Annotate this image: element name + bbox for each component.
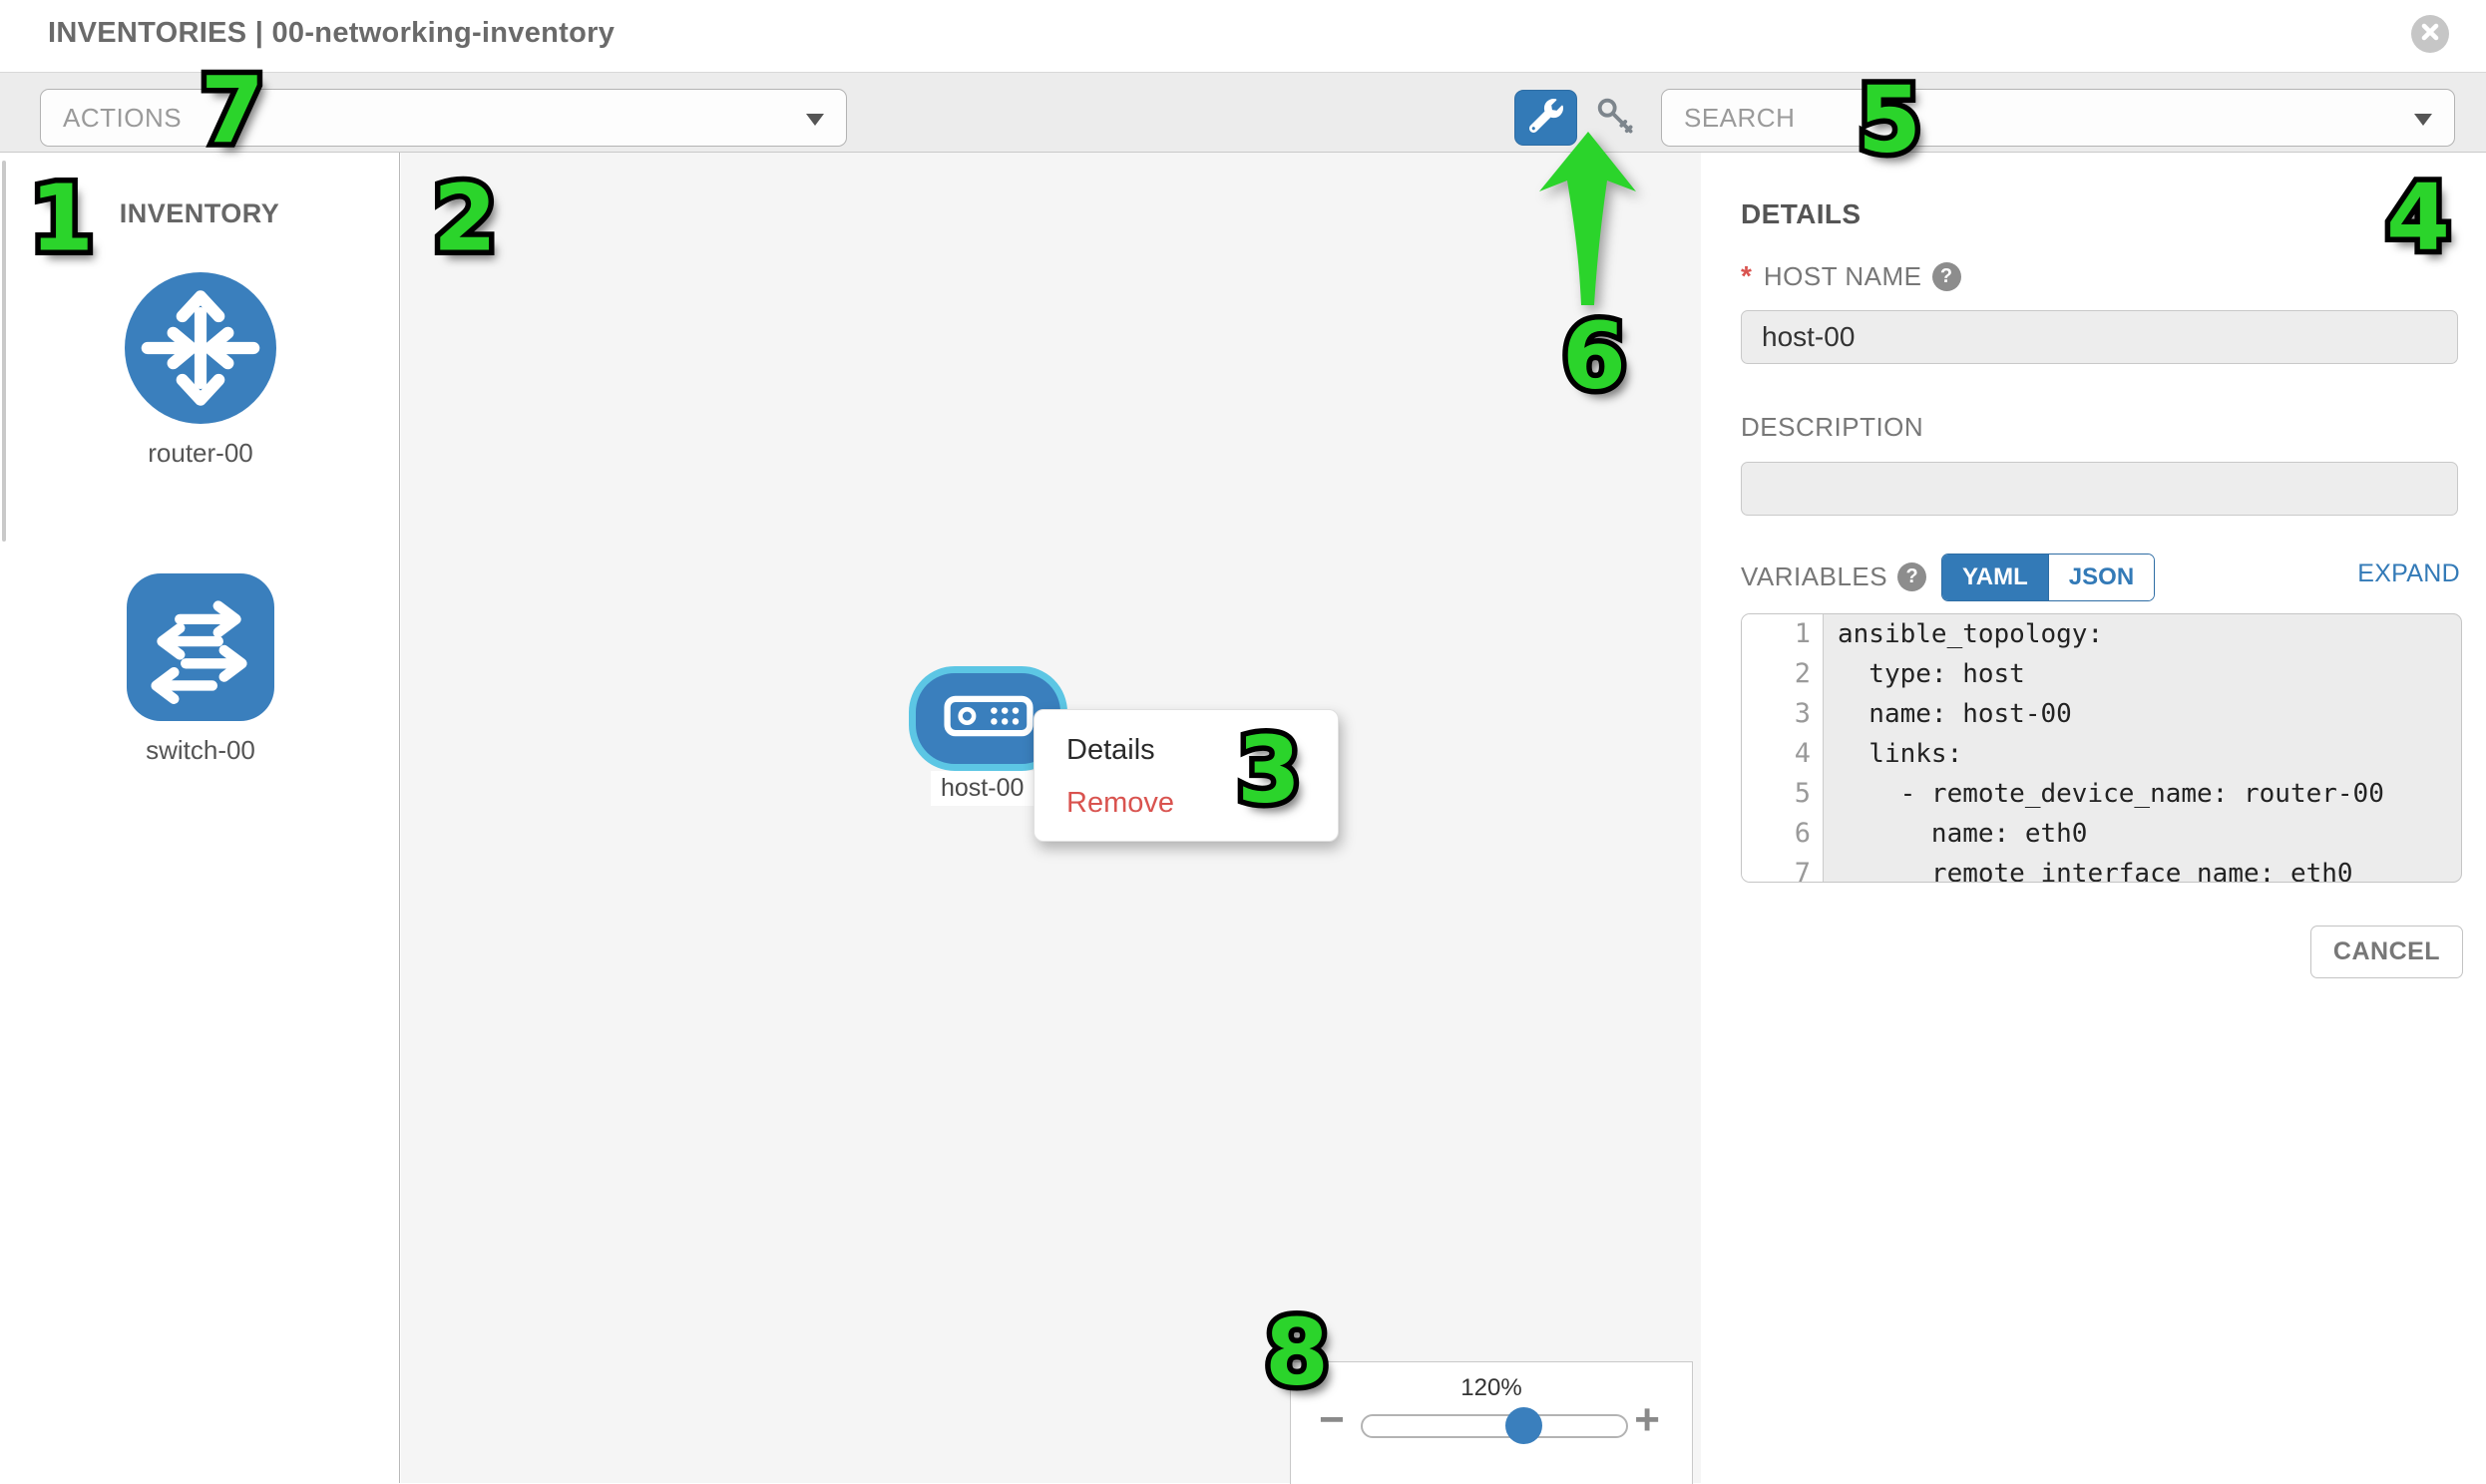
help-icon[interactable]: [1897, 562, 1927, 591]
actions-dropdown[interactable]: ACTIONS: [40, 89, 847, 147]
sidebar-item-label: switch-00: [146, 735, 255, 765]
line-number: 7: [1742, 854, 1824, 882]
code-line-text: links:: [1838, 739, 1963, 769]
page-header: INVENTORIES | 00-networking-inventory: [0, 0, 2486, 72]
line-number: 3: [1742, 694, 1824, 734]
annotation-1: 1: [24, 160, 99, 277]
variables-format-toggle: YAML JSON: [1941, 554, 2156, 601]
router-icon: [125, 272, 276, 428]
line-number: 1: [1742, 614, 1824, 654]
line-number: 4: [1742, 734, 1824, 774]
code-line: 3 name: host-00: [1742, 694, 2461, 734]
annotation-5: 5: [1852, 61, 1926, 179]
zoom-control-panel: 120% − +: [1290, 1361, 1693, 1484]
topology-canvas[interactable]: host-00 Details Remove 120% − +: [401, 153, 1701, 1484]
code-line: 6 name: eth0: [1742, 814, 2461, 854]
annotation-arrow-up: [1530, 130, 1648, 316]
host-node-label: host-00: [931, 771, 1035, 806]
inventory-sidebar: INVENTORY router-00: [0, 153, 400, 1483]
code-line: 7 remote_interface_name: eth0: [1742, 854, 2461, 883]
chevron-down-icon: [806, 114, 824, 126]
host-name-label-row: * HOST NAME: [1741, 260, 1961, 292]
chevron-down-icon: [2414, 114, 2432, 126]
cancel-button[interactable]: CANCEL: [2310, 926, 2463, 978]
key-icon: [1593, 94, 1639, 145]
description-input[interactable]: [1741, 462, 2458, 516]
annotation-8: 8: [1259, 1294, 1334, 1411]
annotation-6: 6: [1556, 297, 1631, 415]
sidebar-item-label: router-00: [148, 438, 253, 468]
search-dropdown-label: SEARCH: [1684, 102, 1796, 133]
expand-link[interactable]: EXPAND: [2357, 559, 2460, 587]
code-line-text: remote_interface_name: eth0: [1838, 859, 2353, 883]
switch-icon: [127, 573, 274, 725]
variables-code-editor[interactable]: 1 ansible_topology: 2 type: host 3 name:…: [1741, 613, 2462, 883]
toggle-json-button[interactable]: JSON: [2048, 555, 2155, 600]
annotation-4: 4: [2380, 159, 2455, 276]
line-number: 2: [1742, 654, 1824, 694]
help-icon[interactable]: [1931, 261, 1961, 291]
wrench-icon: [1528, 98, 1563, 138]
host-name-input[interactable]: host-00: [1741, 310, 2458, 364]
code-line-text: - remote_device_name: router-00: [1838, 779, 2384, 809]
required-marker: *: [1741, 260, 1752, 291]
tools-button[interactable]: [1514, 90, 1577, 146]
sidebar-item-switch[interactable]: switch-00: [127, 573, 274, 766]
variables-label-row: VARIABLES: [1741, 561, 1927, 592]
toolbar: ACTIONS SEARCH: [0, 72, 2486, 153]
code-line-text: name: host-00: [1838, 699, 2072, 729]
menu-item-details[interactable]: Details: [1066, 734, 1155, 766]
code-line: 1 ansible_topology:: [1742, 614, 2461, 654]
sidebar-item-router[interactable]: router-00: [125, 272, 276, 469]
code-line-text: type: host: [1838, 659, 2025, 689]
sidebar-title: INVENTORY: [119, 198, 280, 228]
code-line: 2 type: host: [1742, 654, 2461, 694]
zoom-in-button[interactable]: +: [1634, 1395, 1660, 1444]
details-panel: DETAILS * HOST NAME host-00 DESCRIPTION …: [1702, 153, 2486, 1483]
code-line: 4 links:: [1742, 734, 2461, 774]
zoom-level-value: 120%: [1460, 1374, 1522, 1401]
toggle-yaml-button[interactable]: YAML: [1942, 555, 2049, 600]
actions-dropdown-label: ACTIONS: [63, 102, 183, 133]
annotation-2: 2: [427, 160, 502, 277]
close-button[interactable]: [2411, 15, 2449, 53]
description-label: DESCRIPTION: [1741, 412, 1924, 442]
line-number: 6: [1742, 814, 1824, 854]
code-line: 5 - remote_device_name: router-00: [1742, 774, 2461, 814]
sidebar-scrollbar[interactable]: [2, 161, 6, 542]
code-line-text: ansible_topology:: [1838, 619, 2104, 649]
variables-label: VARIABLES: [1741, 561, 1888, 591]
search-dropdown[interactable]: SEARCH: [1661, 89, 2455, 147]
zoom-slider-thumb[interactable]: [1505, 1407, 1542, 1444]
menu-item-remove[interactable]: Remove: [1066, 787, 1174, 819]
breadcrumb-title: INVENTORIES | 00-networking-inventory: [48, 17, 616, 49]
close-icon: [2420, 22, 2440, 47]
line-number: 5: [1742, 774, 1824, 814]
annotation-7: 7: [195, 52, 269, 170]
zoom-slider-track[interactable]: [1361, 1407, 1628, 1444]
description-label-row: DESCRIPTION: [1741, 412, 1923, 443]
annotation-3: 3: [1231, 711, 1306, 829]
details-panel-title: DETAILS: [1741, 198, 1862, 229]
node-context-menu: Details Remove: [1034, 709, 1339, 842]
code-line-text: name: eth0: [1838, 819, 2088, 849]
zoom-out-button[interactable]: −: [1319, 1395, 1345, 1444]
host-name-label: HOST NAME: [1763, 260, 1922, 291]
credentials-key-button[interactable]: [1590, 93, 1642, 145]
server-icon: [943, 694, 1034, 743]
